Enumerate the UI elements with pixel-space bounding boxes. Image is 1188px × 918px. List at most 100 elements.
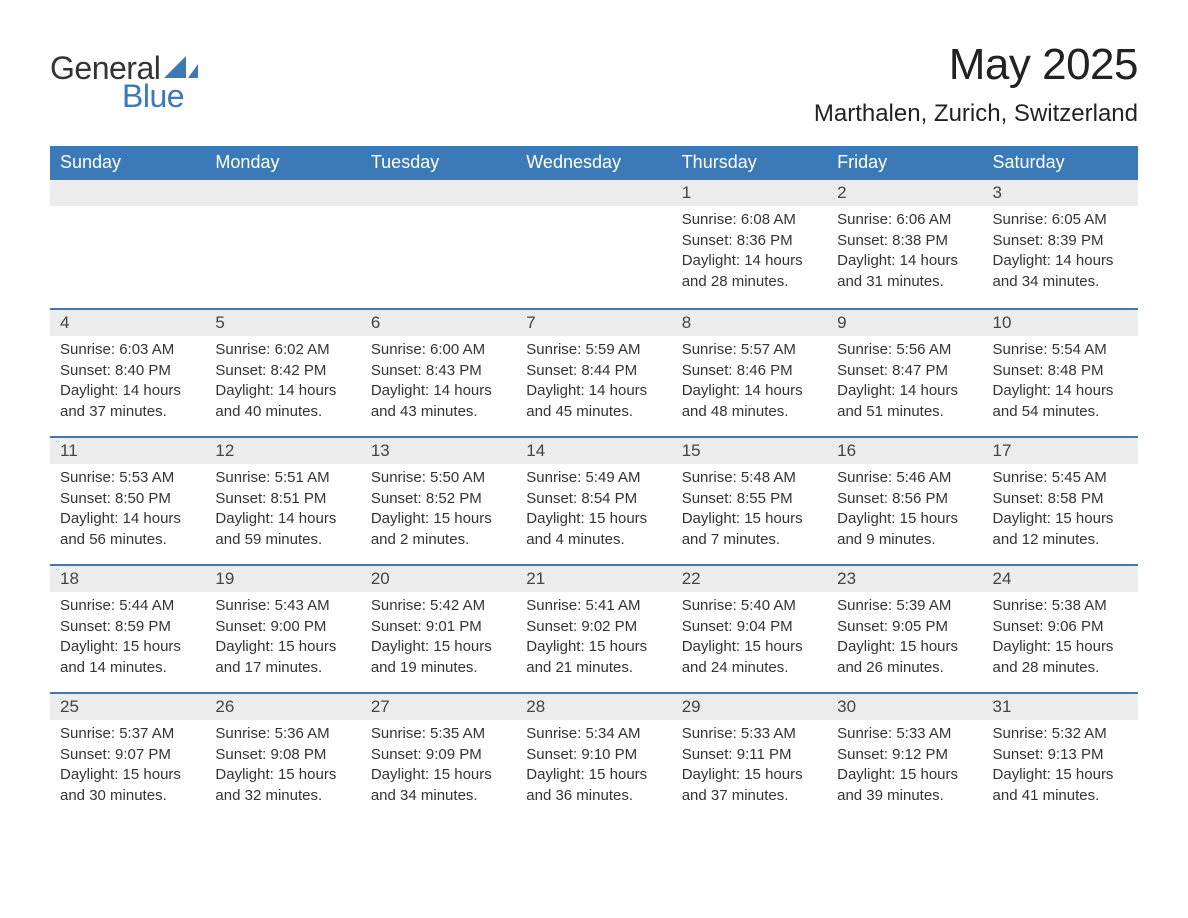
day-details: Sunrise: 5:59 AMSunset: 8:44 PMDaylight:… [516,336,671,427]
sunset-value: 9:02 PM [581,618,637,635]
sunrise-value: 5:41 AM [585,597,640,614]
day-number: 4 [50,308,205,336]
calendar-cell: 1Sunrise: 6:08 AMSunset: 8:36 PMDaylight… [672,180,827,308]
daylight-label: Daylight: [215,638,278,655]
sunrise-value: 5:49 AM [585,469,640,486]
sunset-value: 8:55 PM [737,490,793,507]
sunset-label: Sunset: [371,618,426,635]
daylight-label: Daylight: [837,638,900,655]
sunrise-value: 5:38 AM [1052,597,1107,614]
sunrise-value: 5:51 AM [275,469,330,486]
day-details: Sunrise: 5:36 AMSunset: 9:08 PMDaylight:… [205,720,360,811]
calendar-cell: 4Sunrise: 6:03 AMSunset: 8:40 PMDaylight… [50,308,205,436]
sunrise-value: 6:08 AM [741,211,796,228]
daylight-label: Daylight: [371,510,434,527]
sunrise-value: 5:34 AM [585,725,640,742]
day-number: 2 [827,180,982,206]
daylight-label: Daylight: [837,382,900,399]
day-number: 23 [827,564,982,592]
sunset-line: Sunset: 9:01 PM [371,617,506,638]
sunrise-line: Sunrise: 5:57 AM [682,340,817,361]
daylight-line: Daylight: 15 hours and 32 minutes. [215,765,350,806]
day-number: 26 [205,692,360,720]
sunset-line: Sunset: 8:55 PM [682,489,817,510]
daylight-label: Daylight: [993,510,1056,527]
sunset-value: 9:07 PM [115,746,171,763]
sunset-value: 8:58 PM [1048,490,1104,507]
daylight-line: Daylight: 15 hours and 34 minutes. [371,765,506,806]
daylight-line: Daylight: 15 hours and 12 minutes. [993,509,1128,550]
sunset-line: Sunset: 9:05 PM [837,617,972,638]
sunrise-value: 5:40 AM [741,597,796,614]
day-number: 5 [205,308,360,336]
calendar-cell: 23Sunrise: 5:39 AMSunset: 9:05 PMDayligh… [827,564,982,692]
sunrise-value: 5:45 AM [1052,469,1107,486]
sunrise-value: 5:53 AM [119,469,174,486]
sunset-label: Sunset: [993,746,1048,763]
daylight-label: Daylight: [682,638,745,655]
day-details: Sunrise: 6:08 AMSunset: 8:36 PMDaylight:… [672,206,827,297]
sunrise-value: 5:33 AM [741,725,796,742]
sunrise-line: Sunrise: 5:42 AM [371,596,506,617]
sunrise-line: Sunrise: 5:56 AM [837,340,972,361]
daylight-label: Daylight: [60,510,123,527]
sunset-line: Sunset: 9:13 PM [993,745,1128,766]
daylight-line: Daylight: 15 hours and 7 minutes. [682,509,817,550]
day-number: 20 [361,564,516,592]
sunrise-line: Sunrise: 6:05 AM [993,210,1128,231]
daylight-label: Daylight: [526,510,589,527]
sunrise-line: Sunrise: 5:50 AM [371,468,506,489]
calendar-table: SundayMondayTuesdayWednesdayThursdayFrid… [50,146,1138,820]
sunset-label: Sunset: [371,490,426,507]
calendar-cell [361,180,516,308]
daylight-label: Daylight: [215,766,278,783]
sunset-label: Sunset: [682,618,737,635]
header: General Blue May 2025 Marthalen, Zurich,… [50,40,1138,128]
day-number: 30 [827,692,982,720]
daylight-line: Daylight: 15 hours and 41 minutes. [993,765,1128,806]
location-subtitle: Marthalen, Zurich, Switzerland [814,100,1138,128]
sunrise-label: Sunrise: [682,469,741,486]
sunset-label: Sunset: [60,490,115,507]
daylight-label: Daylight: [682,510,745,527]
sunrise-label: Sunrise: [526,725,585,742]
daylight-label: Daylight: [993,382,1056,399]
sunrise-label: Sunrise: [837,211,896,228]
sunrise-label: Sunrise: [215,725,274,742]
sunset-line: Sunset: 8:39 PM [993,231,1128,252]
sunrise-label: Sunrise: [60,725,119,742]
daylight-label: Daylight: [60,638,123,655]
sunrise-label: Sunrise: [993,341,1052,358]
daylight-line: Daylight: 14 hours and 34 minutes. [993,251,1128,292]
sunrise-label: Sunrise: [837,725,896,742]
day-number-bar-empty [516,180,671,206]
sunrise-line: Sunrise: 5:45 AM [993,468,1128,489]
sunrise-value: 5:33 AM [896,725,951,742]
sunset-value: 8:52 PM [426,490,482,507]
calendar-cell: 3Sunrise: 6:05 AMSunset: 8:39 PMDaylight… [983,180,1138,308]
sunset-value: 8:40 PM [115,362,171,379]
sunrise-line: Sunrise: 5:59 AM [526,340,661,361]
sunset-value: 8:56 PM [892,490,948,507]
sunrise-line: Sunrise: 5:34 AM [526,724,661,745]
calendar-cell [50,180,205,308]
calendar-cell: 9Sunrise: 5:56 AMSunset: 8:47 PMDaylight… [827,308,982,436]
calendar-week-row: 4Sunrise: 6:03 AMSunset: 8:40 PMDaylight… [50,308,1138,436]
sunset-label: Sunset: [993,232,1048,249]
daylight-line: Daylight: 14 hours and 28 minutes. [682,251,817,292]
sunset-line: Sunset: 9:00 PM [215,617,350,638]
sunset-value: 8:42 PM [270,362,326,379]
sunset-label: Sunset: [215,746,270,763]
sunrise-value: 5:46 AM [896,469,951,486]
sunset-value: 9:01 PM [426,618,482,635]
sunset-line: Sunset: 8:48 PM [993,361,1128,382]
day-details: Sunrise: 5:40 AMSunset: 9:04 PMDaylight:… [672,592,827,683]
sunset-value: 9:04 PM [737,618,793,635]
daylight-label: Daylight: [837,252,900,269]
day-details: Sunrise: 5:35 AMSunset: 9:09 PMDaylight:… [361,720,516,811]
calendar-week-row: 1Sunrise: 6:08 AMSunset: 8:36 PMDaylight… [50,180,1138,308]
sunset-label: Sunset: [682,490,737,507]
weekday-header: Saturday [983,146,1138,180]
sunset-label: Sunset: [526,618,581,635]
sunset-line: Sunset: 8:43 PM [371,361,506,382]
